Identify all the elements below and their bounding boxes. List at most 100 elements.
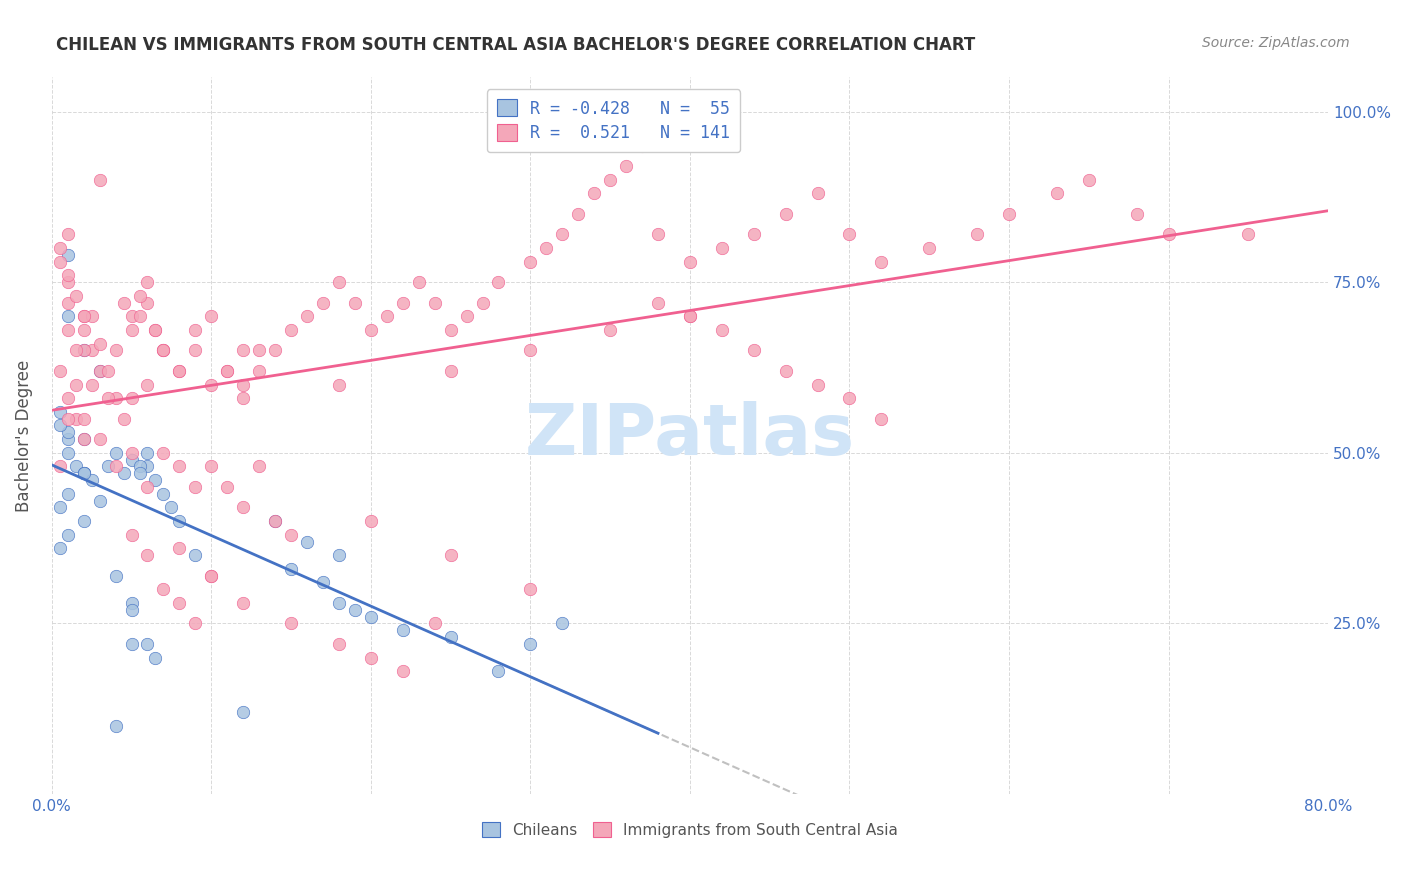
- Point: [145, 323, 167, 337]
- Point: [488, 664, 510, 678]
- Point: [152, 343, 174, 358]
- Point: [65, 343, 87, 358]
- Point: [169, 541, 191, 556]
- Point: [56, 411, 79, 425]
- Point: [742, 227, 765, 242]
- Point: [128, 289, 150, 303]
- Point: [200, 568, 222, 582]
- Point: [328, 596, 350, 610]
- Point: [48, 364, 70, 378]
- Point: [89, 493, 111, 508]
- Point: [519, 637, 541, 651]
- Point: [48, 254, 70, 268]
- Point: [48, 500, 70, 515]
- Point: [870, 411, 893, 425]
- Point: [391, 295, 413, 310]
- Point: [391, 624, 413, 638]
- Point: [519, 343, 541, 358]
- Point: [806, 377, 828, 392]
- Point: [152, 343, 174, 358]
- Point: [73, 467, 96, 481]
- Point: [136, 446, 159, 460]
- Point: [679, 310, 702, 324]
- Point: [200, 568, 222, 582]
- Point: [104, 459, 127, 474]
- Point: [439, 364, 461, 378]
- Point: [152, 343, 174, 358]
- Point: [360, 514, 382, 528]
- Point: [65, 459, 87, 474]
- Point: [519, 254, 541, 268]
- Point: [56, 248, 79, 262]
- Point: [112, 295, 135, 310]
- Point: [184, 323, 207, 337]
- Point: [73, 467, 96, 481]
- Point: [136, 275, 159, 289]
- Point: [73, 467, 96, 481]
- Point: [112, 411, 135, 425]
- Point: [360, 609, 382, 624]
- Point: [80, 377, 103, 392]
- Point: [145, 473, 167, 487]
- Point: [439, 548, 461, 562]
- Point: [136, 480, 159, 494]
- Point: [73, 514, 96, 528]
- Point: [391, 664, 413, 678]
- Point: [65, 411, 87, 425]
- Point: [56, 446, 79, 460]
- Point: [169, 364, 191, 378]
- Legend: Chileans, Immigrants from South Central Asia: Chileans, Immigrants from South Central …: [475, 815, 904, 844]
- Point: [360, 650, 382, 665]
- Point: [169, 364, 191, 378]
- Point: [136, 637, 159, 651]
- Point: [280, 527, 302, 541]
- Point: [966, 227, 988, 242]
- Point: [217, 364, 239, 378]
- Point: [471, 295, 494, 310]
- Point: [136, 377, 159, 392]
- Point: [295, 534, 318, 549]
- Point: [184, 480, 207, 494]
- Point: [89, 173, 111, 187]
- Point: [408, 275, 430, 289]
- Point: [121, 323, 143, 337]
- Point: [439, 323, 461, 337]
- Point: [104, 391, 127, 405]
- Point: [232, 500, 254, 515]
- Point: [679, 310, 702, 324]
- Point: [998, 207, 1021, 221]
- Point: [104, 446, 127, 460]
- Point: [65, 289, 87, 303]
- Point: [128, 310, 150, 324]
- Y-axis label: Bachelor's Degree: Bachelor's Degree: [15, 359, 32, 512]
- Point: [48, 405, 70, 419]
- Text: Source: ZipAtlas.com: Source: ZipAtlas.com: [1202, 36, 1350, 50]
- Point: [73, 343, 96, 358]
- Point: [56, 432, 79, 446]
- Point: [280, 616, 302, 631]
- Point: [423, 616, 446, 631]
- Text: CHILEAN VS IMMIGRANTS FROM SOUTH CENTRAL ASIA BACHELOR'S DEGREE CORRELATION CHAR: CHILEAN VS IMMIGRANTS FROM SOUTH CENTRAL…: [56, 36, 976, 54]
- Point: [121, 446, 143, 460]
- Point: [599, 323, 621, 337]
- Point: [104, 719, 127, 733]
- Point: [551, 616, 574, 631]
- Point: [439, 630, 461, 644]
- Point: [104, 568, 127, 582]
- Point: [184, 616, 207, 631]
- Point: [112, 467, 135, 481]
- Point: [312, 575, 335, 590]
- Point: [73, 310, 96, 324]
- Point: [806, 186, 828, 201]
- Point: [232, 343, 254, 358]
- Point: [264, 343, 287, 358]
- Point: [1237, 227, 1260, 242]
- Point: [56, 295, 79, 310]
- Point: [775, 364, 797, 378]
- Point: [583, 186, 606, 201]
- Point: [104, 343, 127, 358]
- Point: [631, 138, 654, 153]
- Point: [312, 295, 335, 310]
- Point: [217, 480, 239, 494]
- Point: [536, 241, 558, 255]
